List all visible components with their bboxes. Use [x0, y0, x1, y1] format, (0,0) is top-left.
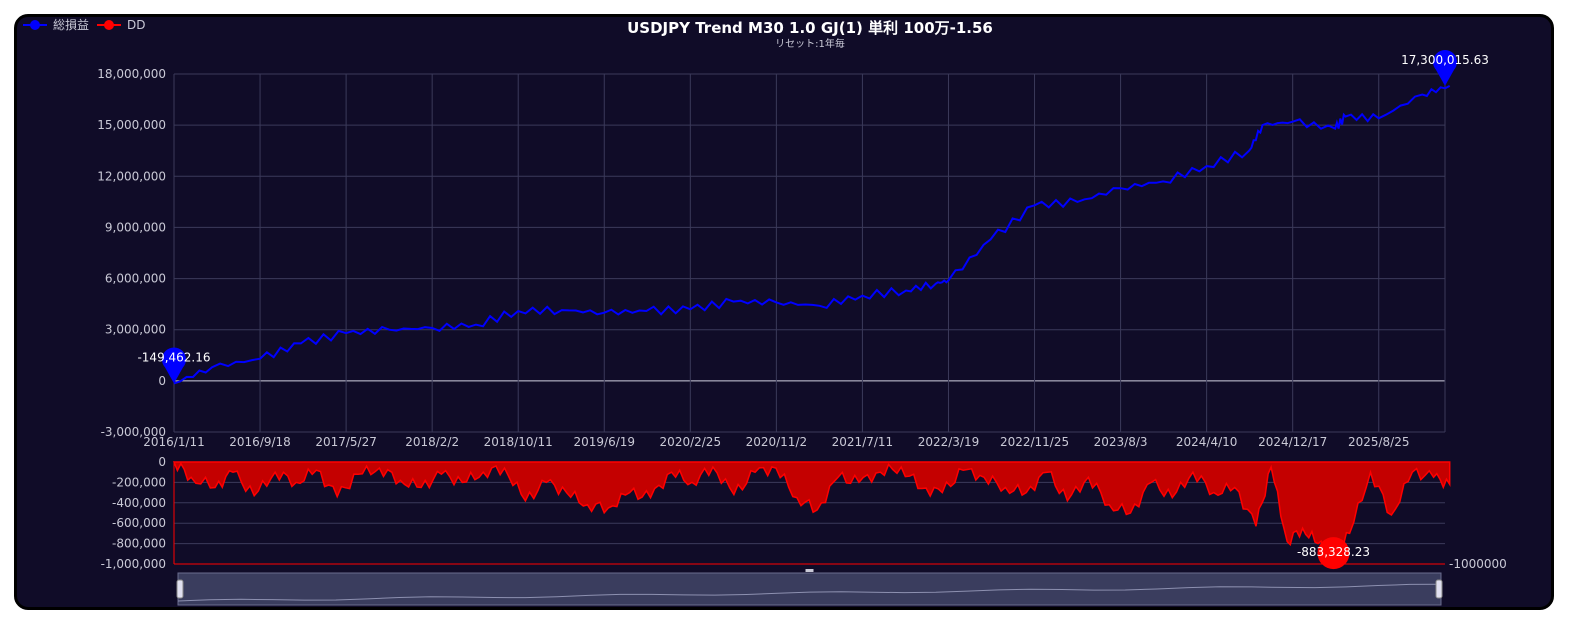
marker-pin: [1433, 49, 1457, 86]
x-tick-label: 2024/12/17: [1258, 435, 1327, 449]
chart-svg: 18,000,000 15,000,000 12,000,000 9,000,000 6…: [23, 17, 1507, 606]
dd-reference-label: -1000000: [1449, 557, 1507, 571]
x-tick-label: 2016/9/18: [229, 435, 291, 449]
dd-y-tick-label: -200,000: [112, 475, 166, 489]
series-area-dd: [172, 461, 1451, 555]
y-tick-label: 6,000,000: [105, 272, 166, 286]
legend-label: DD: [127, 18, 145, 32]
zoom-drag-grip[interactable]: [805, 569, 814, 572]
x-tick-label: 2017/5/27: [315, 435, 377, 449]
zoom-slider-track[interactable]: [177, 572, 1442, 606]
marker-label: 17,300,015.63: [1401, 53, 1489, 67]
legend-label: 総損益: [53, 17, 89, 32]
legend-marker: [104, 20, 114, 30]
y-tick-label: 3,000,000: [105, 323, 166, 337]
x-tick-label: 2024/4/10: [1176, 435, 1238, 449]
x-tick-label: 2020/2/25: [660, 435, 722, 449]
legend-marker: [30, 20, 40, 30]
y-tick-label: 18,000,000: [97, 67, 166, 81]
marker-label-dd: -883,328.23: [1297, 545, 1370, 559]
chart-panel: 18,000,000 15,000,000 12,000,000 9,000,000 6…: [14, 14, 1554, 610]
y-tick-label: -3,000,000: [101, 425, 166, 439]
x-tick-label: 2023/8/3: [1094, 435, 1148, 449]
dd-y-tick-label: 0: [158, 455, 166, 469]
x-tick-label: 2022/11/25: [1000, 435, 1069, 449]
x-tick-label: 2021/7/11: [832, 435, 894, 449]
series-line-total-pnl: [173, 85, 1451, 385]
x-tick-label: 2018/10/11: [484, 435, 553, 449]
marker-label: -149,462.16: [137, 350, 210, 364]
chart-title: USDJPY Trend M30 1.0 GJ(1) 単利 100万-1.56: [627, 19, 993, 37]
marker-dd-bubble: [1317, 537, 1350, 570]
marker-pin: [162, 347, 186, 384]
legend-item[interactable]: 総損益: [23, 17, 89, 32]
dd-y-tick-label: -600,000: [112, 516, 166, 530]
x-tick-label: 2016/1/11: [143, 435, 205, 449]
y-tick-label: 9,000,000: [105, 220, 166, 234]
x-tick-label: 2022/3/19: [918, 435, 980, 449]
y-tick-label: 15,000,000: [97, 118, 166, 132]
legend-item[interactable]: DD: [97, 18, 145, 32]
y-tick-label: 0: [158, 374, 166, 388]
x-tick-label: 2019/6/19: [573, 435, 635, 449]
dd-y-tick-label: -800,000: [112, 537, 166, 551]
x-tick-label: 2025/8/25: [1348, 435, 1410, 449]
y-tick-label: 12,000,000: [97, 169, 166, 183]
x-tick-label: 2018/2/2: [405, 435, 459, 449]
zoom-handle-right[interactable]: [1435, 579, 1443, 599]
zoom-slider-preview: [177, 583, 1442, 602]
chart-subtitle: リセット:1年毎: [775, 37, 845, 50]
x-tick-label: 2020/11/2: [746, 435, 808, 449]
dd-y-tick-label: -1,000,000: [101, 557, 166, 571]
dd-y-tick-label: -400,000: [112, 496, 166, 510]
zoom-handle-left[interactable]: [176, 579, 184, 599]
